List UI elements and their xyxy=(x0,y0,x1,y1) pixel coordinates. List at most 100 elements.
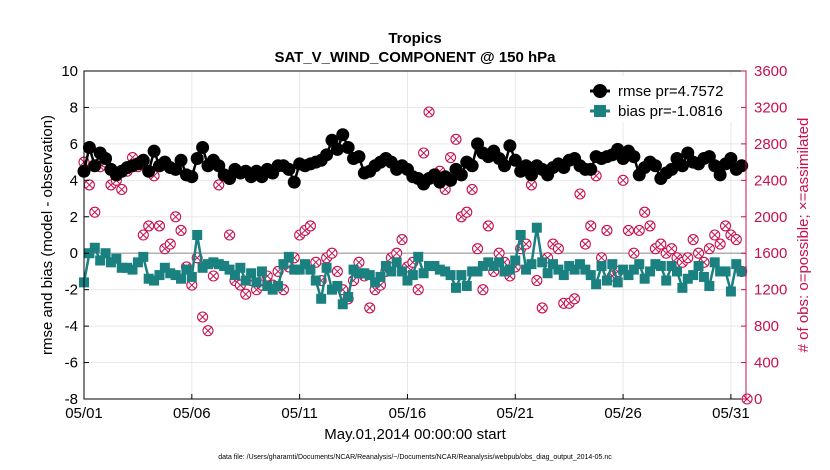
left-tick-label: -2 xyxy=(65,282,78,299)
left-tick-label: 8 xyxy=(70,99,78,116)
rmse-point xyxy=(287,175,301,189)
obs-point xyxy=(143,220,155,232)
obs-marker-x xyxy=(716,240,724,248)
bias-point xyxy=(434,264,445,275)
bias-point xyxy=(548,259,559,270)
obs-point xyxy=(83,179,95,191)
obs-point xyxy=(153,220,166,232)
bias-point xyxy=(154,270,165,281)
obs-marker-x xyxy=(166,240,175,248)
rmse-point xyxy=(147,144,161,158)
obs-point xyxy=(89,206,101,218)
obs-marker-x xyxy=(468,185,476,194)
left-tick-label: 0 xyxy=(70,245,78,262)
left-tick-label: -6 xyxy=(65,355,78,372)
bias-point xyxy=(499,266,510,277)
obs-marker-x xyxy=(398,235,406,244)
right-tick-label: 2000 xyxy=(754,209,787,226)
bias-point xyxy=(542,268,553,279)
bias-point xyxy=(591,279,602,290)
bias-point xyxy=(197,262,208,273)
bias-point xyxy=(364,270,375,281)
obs-marker-x xyxy=(533,276,541,285)
obs-marker-x xyxy=(91,208,99,216)
obs-marker-x xyxy=(479,285,487,294)
bias-point xyxy=(456,270,467,281)
bias-point xyxy=(618,264,629,275)
obs-marker-x xyxy=(705,244,714,253)
bias-point xyxy=(95,255,106,266)
bias-point xyxy=(553,264,564,275)
obs-point xyxy=(213,179,225,191)
bias-point xyxy=(709,257,720,268)
obs-marker-x xyxy=(328,249,336,257)
bias-point xyxy=(127,264,138,275)
bias-point xyxy=(337,299,348,310)
bias-point xyxy=(105,257,116,268)
obs-point xyxy=(730,234,742,246)
right-tick-label: 1200 xyxy=(754,282,787,299)
obs-point xyxy=(207,270,219,282)
bias-point xyxy=(397,266,408,277)
bias-point xyxy=(510,255,521,266)
bias-point xyxy=(467,266,478,277)
obs-point xyxy=(450,133,462,145)
left-tick-label: 2 xyxy=(70,209,78,226)
rmse-point xyxy=(454,168,468,182)
bias-point xyxy=(650,259,661,270)
obs-marker-x xyxy=(139,231,148,239)
bias-point xyxy=(213,259,224,270)
bias-point xyxy=(251,277,262,288)
bias-point xyxy=(235,262,246,273)
obs-point xyxy=(418,147,430,159)
obs-point xyxy=(170,211,182,223)
bias-point xyxy=(192,230,203,240)
bias-point xyxy=(283,251,294,262)
bias-point xyxy=(273,281,284,292)
left-tick-label: 10 xyxy=(61,63,78,80)
obs-point xyxy=(412,284,424,296)
rmse-series xyxy=(77,128,749,191)
bias-point xyxy=(461,281,472,292)
legend: rmse pr=4.7572 bias pr=-1.0816 xyxy=(585,76,741,122)
x-tick-label: 05/16 xyxy=(389,405,427,422)
obs-marker-x xyxy=(452,135,460,144)
x-axis: 05/01 05/06 05/11 05/16 05/21 05/26 05/31 xyxy=(65,394,750,422)
bias-point xyxy=(639,273,650,284)
y-axis-label-right: # of obs: o=possible; ×=assimilated xyxy=(795,118,812,353)
obs-point xyxy=(364,302,376,314)
rmse-point xyxy=(713,168,727,182)
obs-point xyxy=(579,238,591,250)
bias-point xyxy=(521,264,532,275)
bias-point xyxy=(149,275,160,286)
bias-point xyxy=(472,266,483,277)
right-tick-label: 800 xyxy=(754,318,779,335)
obs-marker-x xyxy=(732,235,741,244)
obs-point xyxy=(525,179,537,191)
bias-point xyxy=(316,293,327,304)
obs-point xyxy=(574,188,586,200)
rmse-point xyxy=(497,159,511,173)
obs-marker-x xyxy=(522,240,530,248)
bias-point xyxy=(348,264,359,275)
obs-marker-x xyxy=(473,244,482,253)
bias-point xyxy=(580,264,591,275)
bias-point xyxy=(267,284,278,295)
obs-marker-x xyxy=(576,190,584,198)
rmse-point xyxy=(185,170,199,184)
bias-point xyxy=(483,257,494,268)
x-tick-label: 05/21 xyxy=(496,405,534,422)
obs-point xyxy=(666,243,678,255)
obs-marker-x xyxy=(188,281,196,289)
bias-point xyxy=(682,273,693,284)
rmse-point xyxy=(675,159,689,173)
obs-marker-x xyxy=(640,208,649,216)
bias-point xyxy=(246,268,257,279)
obs-point xyxy=(164,238,176,250)
bias-point xyxy=(526,259,537,270)
obs-marker-x xyxy=(144,222,153,230)
right-tick-label: 2800 xyxy=(754,136,787,153)
obs-marker-x xyxy=(414,285,422,294)
x-axis-label: May.01,2014 00:00:00 start xyxy=(324,426,506,443)
